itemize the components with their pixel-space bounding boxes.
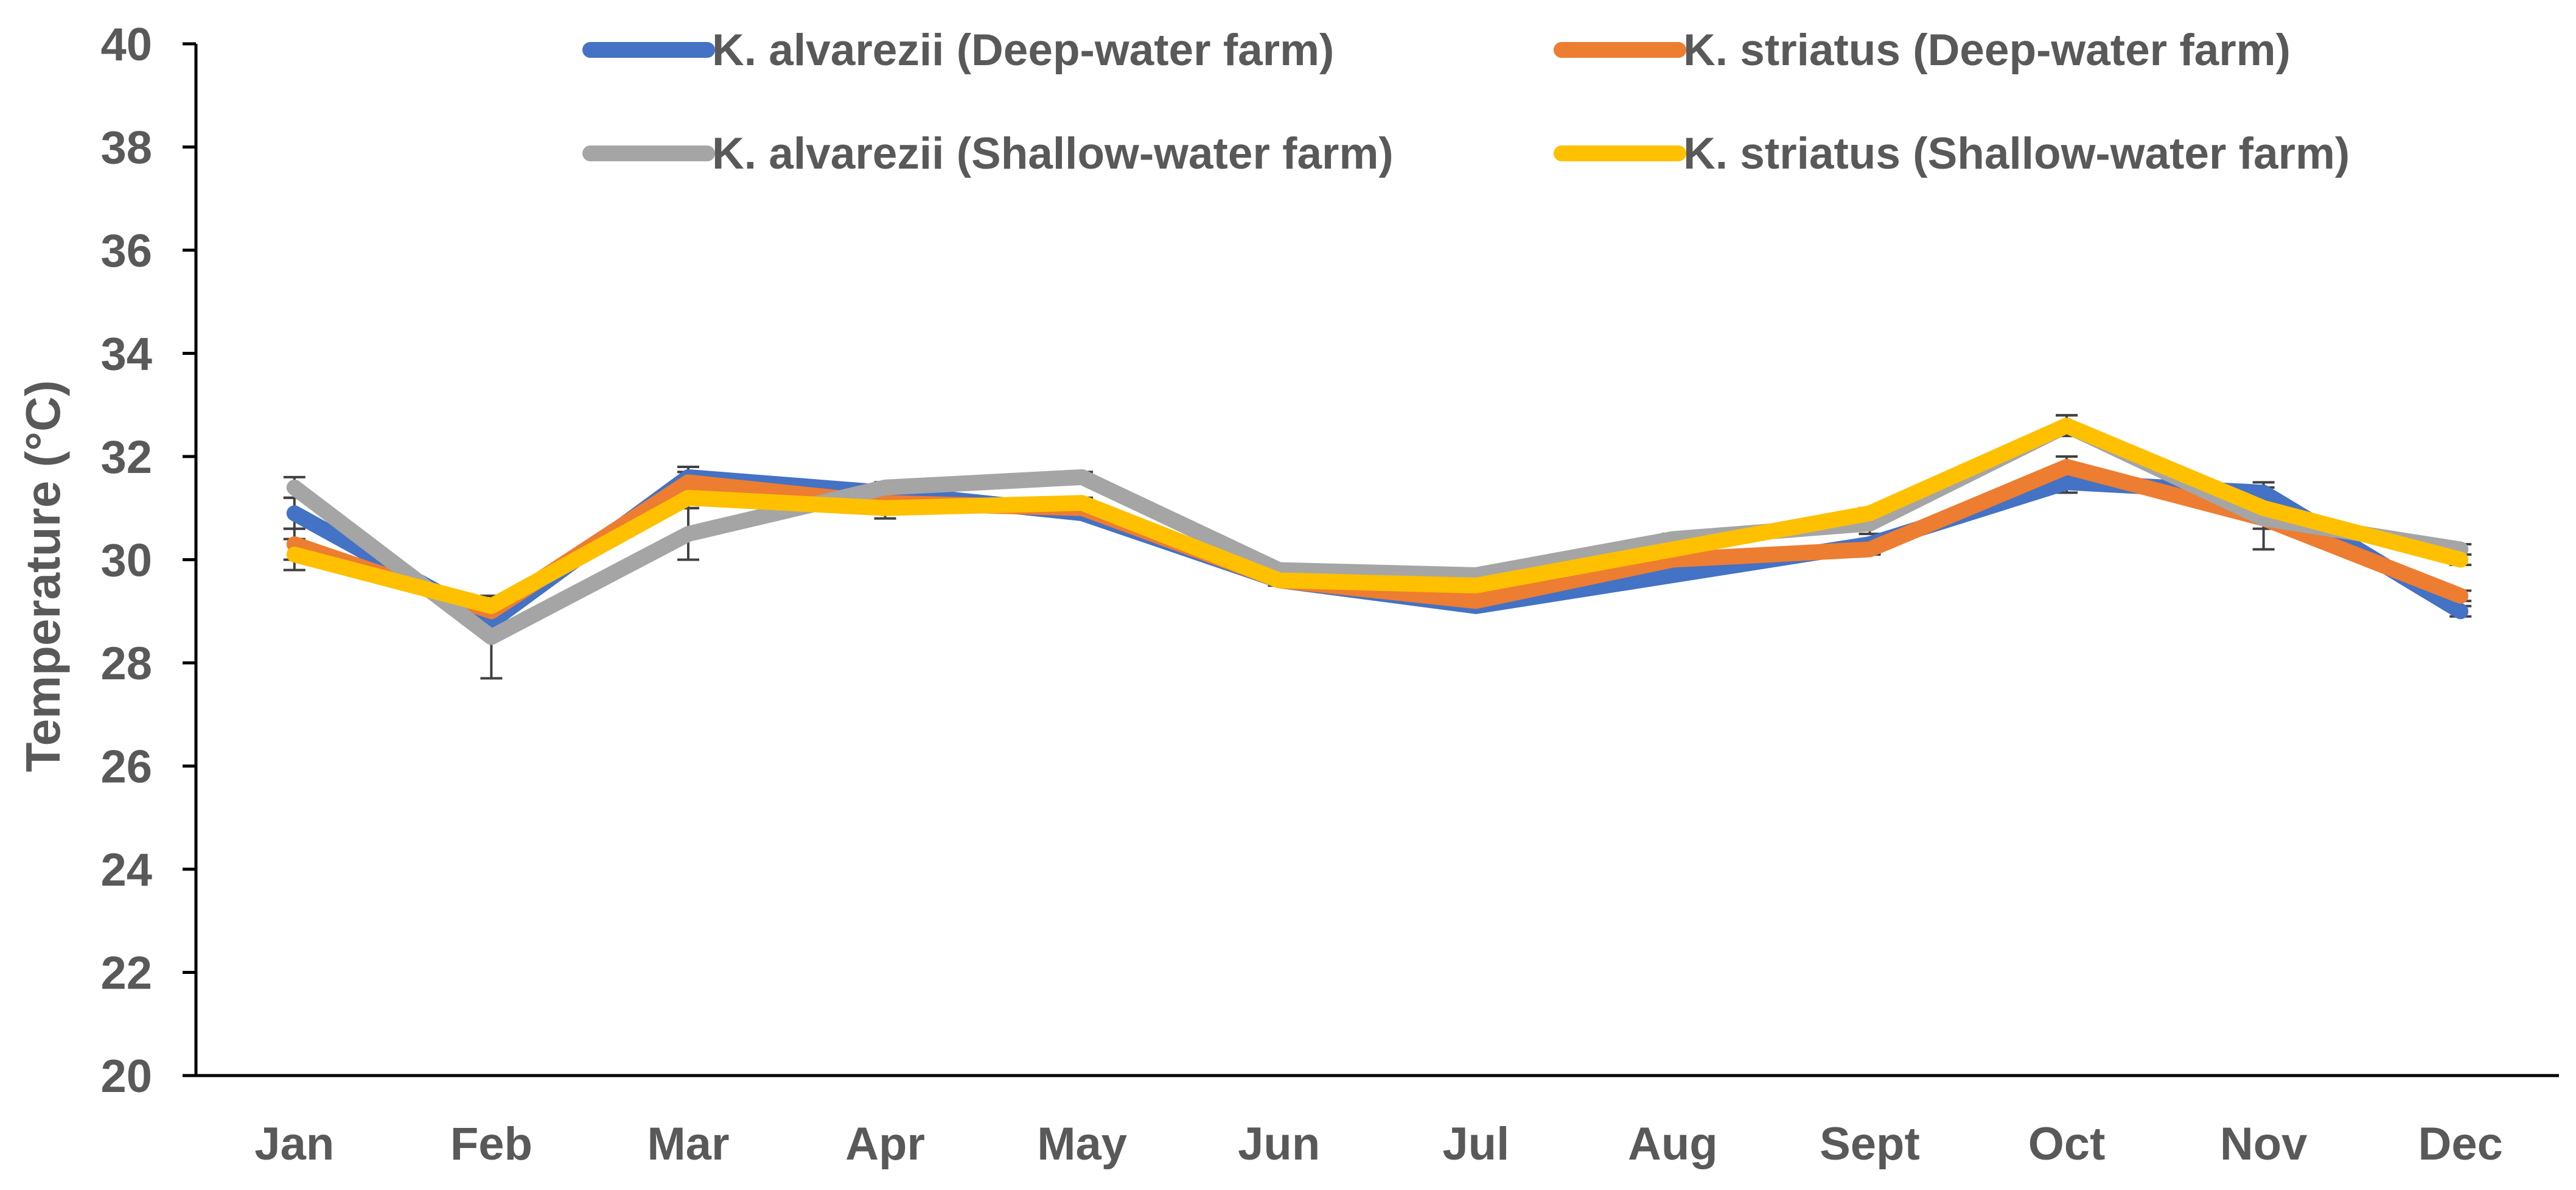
legend-item: K. alvarezii (Deep-water farm) [582,26,1334,75]
y-tick-label: 26 [100,741,152,793]
x-tick-label: Dec [2418,1118,2502,1170]
y-tick-labels: 20 22 24 26 28 30 32 34 36 38 40 [100,19,196,1102]
x-tick-label: May [1037,1118,1127,1170]
y-tick-label: 28 [100,638,152,690]
legend: K. alvarezii (Deep-water farm) K. striatu… [582,26,2350,178]
y-tick-label: 40 [100,19,152,71]
series-line [286,418,2469,614]
x-tick-label: Sept [1820,1118,1920,1170]
x-tick-label: Jul [1442,1118,1509,1170]
series-line [286,469,2469,630]
legend-label: K. striatus (Shallow-water farm) [1683,129,2350,178]
y-tick-label: 24 [100,844,152,896]
y-tick-label: 36 [100,225,152,277]
x-tick-label: Jan [254,1118,334,1170]
legend-label: K. alvarezii (Shallow-water farm) [712,129,1394,178]
legend-label: K. striatus (Deep-water farm) [1683,26,2291,75]
legend-item: K. striatus (Shallow-water farm) [1554,129,2350,178]
data-series [286,418,2469,645]
x-tick-label: Feb [450,1118,532,1170]
y-tick-label: 38 [100,122,152,174]
legend-item: K. alvarezii (Shallow-water farm) [582,129,1394,178]
x-tick-label: Oct [2028,1118,2106,1170]
x-tick-label: Aug [1628,1118,1718,1170]
y-axis-title: Temperature (°C) [16,380,70,772]
y-tick-label: 20 [100,1051,152,1102]
x-tick-label: Jun [1238,1118,1320,1170]
y-tick-label: 32 [100,432,152,483]
x-tick-label: Apr [845,1118,925,1170]
y-tick-label: 34 [100,329,152,380]
x-tick-label: Nov [2220,1118,2308,1170]
x-tick-label: Mar [647,1118,729,1170]
y-tick-label: 30 [100,535,152,587]
legend-item: K. striatus (Deep-water farm) [1554,26,2291,75]
axes [194,44,2559,1077]
y-tick-label: 22 [100,948,152,999]
x-tick-labels: Jan Feb Mar Apr May Jun Jul Aug Sept Oct Nov Dec [254,1118,2503,1170]
legend-label: K. alvarezii (Deep-water farm) [712,26,1334,75]
